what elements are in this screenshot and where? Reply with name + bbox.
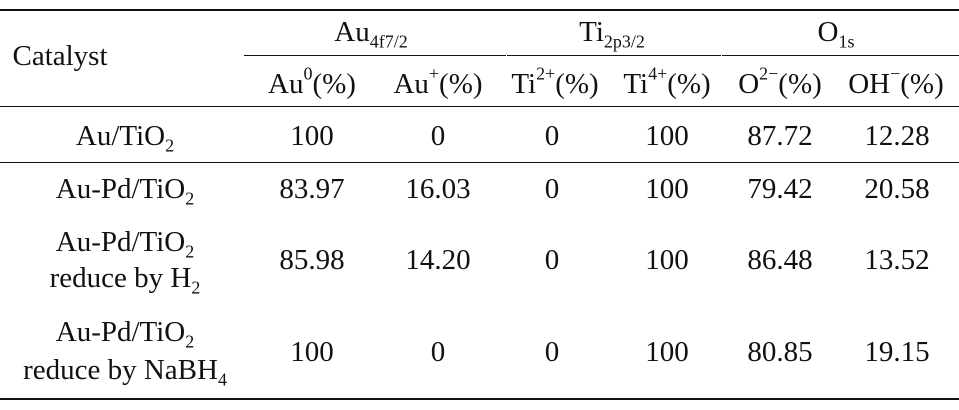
row-rule xyxy=(0,162,959,163)
top-rule xyxy=(0,9,959,11)
group-underline-au xyxy=(244,55,506,56)
table-cell: 85.98 xyxy=(279,244,345,276)
catalyst-header: Catalyst xyxy=(12,40,108,72)
table-cell: 80.85 xyxy=(747,336,813,368)
table-cell: 100 xyxy=(645,120,689,152)
table-cell: 0 xyxy=(544,173,560,205)
table-row-catalyst: Au-Pd/TiO2 xyxy=(55,316,195,352)
table-row-catalyst: Au-Pd/TiO2 xyxy=(55,173,195,209)
table-row-catalyst: Au/TiO2 xyxy=(75,120,175,156)
table-cell: 14.20 xyxy=(405,244,471,276)
table-cell: 100 xyxy=(290,336,334,368)
group-header-ti: Ti2p3/2 xyxy=(579,16,645,52)
table-cell: 86.48 xyxy=(747,244,813,276)
table-row-catalyst-line2: reduce by H2 xyxy=(49,262,201,298)
col-header-ti4: Ti4+(%) xyxy=(623,63,711,100)
table-cell: 20.58 xyxy=(864,173,930,205)
group-underline-ti xyxy=(507,55,721,56)
group-header-o: O1s xyxy=(817,16,855,52)
group-underline-o xyxy=(722,55,959,56)
table-cell: 0 xyxy=(544,120,560,152)
table-cell: 0 xyxy=(544,336,560,368)
bottom-rule xyxy=(0,398,959,400)
table-cell: 0 xyxy=(430,336,446,368)
col-header-ti2: Ti2+(%) xyxy=(511,63,599,100)
table-cell: 100 xyxy=(645,173,689,205)
table-cell: 0 xyxy=(430,120,446,152)
group-header-au: Au4f7/2 xyxy=(334,16,408,52)
col-header-o2: O2−(%) xyxy=(738,63,822,100)
table-cell: 13.52 xyxy=(864,244,930,276)
table-cell: 0 xyxy=(544,244,560,276)
col-header-oh: OH−(%) xyxy=(848,63,944,100)
table-row-catalyst: Au-Pd/TiO2 xyxy=(55,226,195,262)
table-cell: 100 xyxy=(645,244,689,276)
table-cell: 79.42 xyxy=(747,173,813,205)
table-cell: 100 xyxy=(645,336,689,368)
table-cell: 83.97 xyxy=(279,173,345,205)
table-cell: 100 xyxy=(290,120,334,152)
table-cell: 16.03 xyxy=(405,173,471,205)
table-cell: 87.72 xyxy=(747,120,813,152)
header-rule xyxy=(0,106,959,107)
table-row-catalyst-line2: reduce by NaBH4 xyxy=(23,354,227,390)
col-header-au-plus: Au+(%) xyxy=(393,63,483,100)
table-cell: 19.15 xyxy=(864,336,930,368)
table-cell: 12.28 xyxy=(864,120,930,152)
col-header-au0: Au0(%) xyxy=(268,63,356,100)
